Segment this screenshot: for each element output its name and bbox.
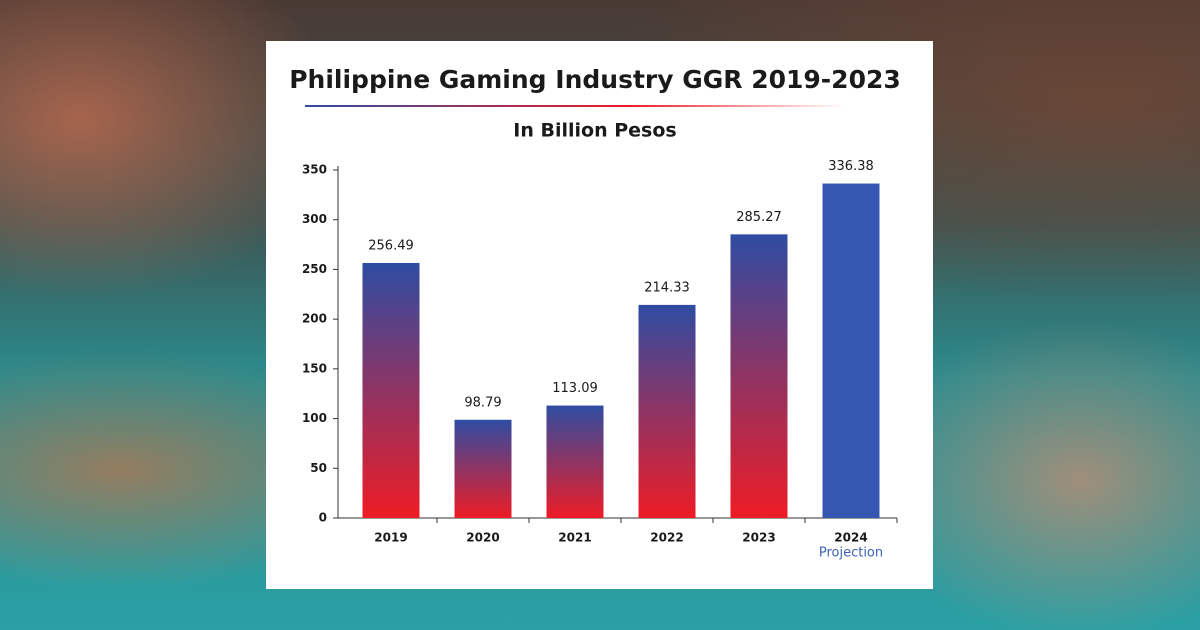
value-label: 98.79 bbox=[464, 395, 501, 410]
bar bbox=[638, 304, 696, 518]
x-tick-label: 2023 bbox=[742, 531, 775, 545]
bar bbox=[454, 419, 512, 518]
y-tick-label: 0 bbox=[319, 511, 327, 525]
value-label: 214.33 bbox=[644, 280, 690, 295]
title-underline bbox=[305, 105, 845, 107]
annotation: Projection bbox=[819, 546, 883, 561]
bar bbox=[546, 405, 604, 518]
y-tick-label: 250 bbox=[302, 262, 327, 276]
x-tick-label: 2022 bbox=[650, 531, 683, 545]
y-tick-label: 200 bbox=[302, 312, 327, 326]
value-label: 256.49 bbox=[368, 238, 414, 253]
chart-subtitle: In Billion Pesos bbox=[513, 120, 676, 142]
value-label: 113.09 bbox=[552, 381, 598, 396]
x-tick-label: 2019 bbox=[374, 531, 407, 545]
bar bbox=[362, 262, 420, 518]
value-label: 336.38 bbox=[828, 159, 874, 174]
y-tick-label: 100 bbox=[302, 411, 327, 425]
chart-title: Philippine Gaming Industry GGR 2019-2023 bbox=[289, 65, 901, 94]
y-tick-label: 300 bbox=[302, 212, 327, 226]
value-label: 285.27 bbox=[736, 210, 782, 225]
y-tick-label: 150 bbox=[302, 361, 327, 375]
bar bbox=[730, 234, 788, 518]
x-tick-label: 2020 bbox=[466, 531, 499, 545]
y-tick-label: 350 bbox=[302, 163, 327, 177]
x-tick-label: 2021 bbox=[558, 531, 591, 545]
bar bbox=[822, 183, 880, 518]
y-tick-label: 50 bbox=[310, 461, 327, 475]
x-tick-label: 2024 bbox=[834, 531, 867, 545]
